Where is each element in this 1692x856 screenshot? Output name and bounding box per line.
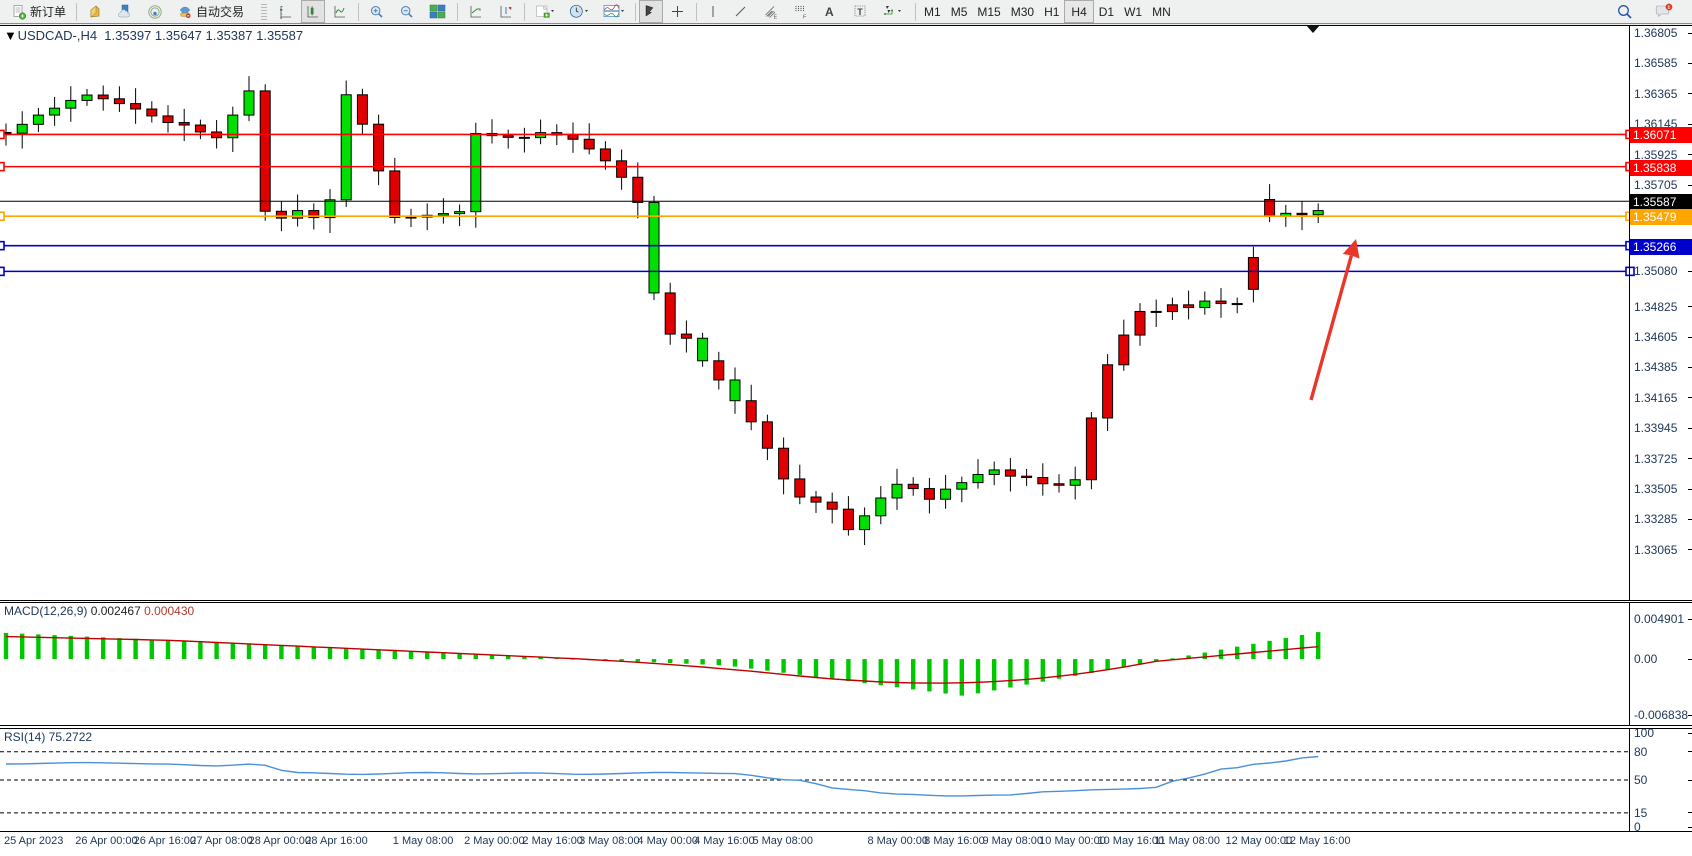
svg-text:1: 1 — [1668, 4, 1671, 9]
svg-text:F: F — [803, 14, 807, 20]
svg-text:T: T — [857, 7, 863, 17]
svg-text:A: A — [825, 5, 834, 19]
svg-text:E: E — [774, 14, 778, 20]
